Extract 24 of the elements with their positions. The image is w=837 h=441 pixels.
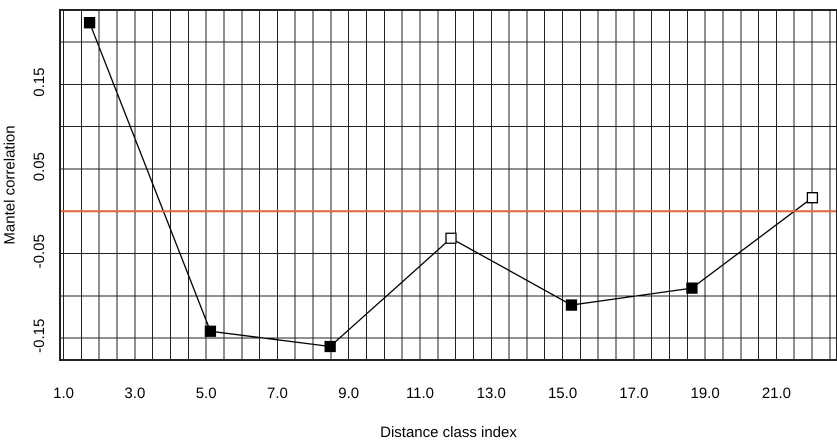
x-tick-label: 17.0	[619, 385, 648, 402]
x-tick-label: 9.0	[338, 385, 360, 402]
y-tick-label: -0.05	[31, 234, 48, 268]
point	[324, 340, 336, 352]
point	[686, 282, 698, 294]
x-tick-label: 13.0	[476, 385, 506, 402]
y-axis-title: Mantel correlation	[1, 125, 18, 245]
y-tick-label: -0.15	[31, 318, 48, 353]
point	[204, 326, 216, 337]
x-tick-label: 5.0	[196, 385, 217, 402]
x-tick-label: 19.0	[690, 385, 720, 402]
point	[806, 192, 818, 204]
y-tick-label: 0.15	[31, 68, 48, 97]
x-axis-title: Distance class index	[380, 424, 518, 441]
x-tick-label: 7.0	[266, 385, 288, 402]
x-tick-label: 1.0	[53, 385, 74, 402]
x-tick-label: 3.0	[124, 385, 146, 402]
y-tick-label: 0.05	[31, 152, 48, 182]
point	[445, 232, 457, 244]
x-tick-label: 21.0	[762, 385, 792, 402]
x-tick-label: 15.0	[548, 385, 578, 402]
point	[566, 299, 578, 311]
point	[84, 17, 96, 28]
x-tick-label: 11.0	[406, 385, 434, 402]
